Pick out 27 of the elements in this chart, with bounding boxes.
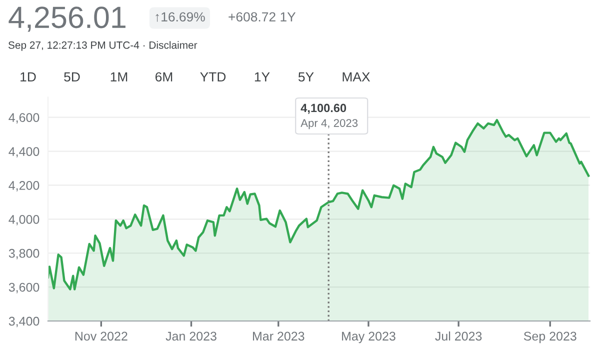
text: 1D: [20, 72, 36, 82]
x-tick-label: May 2023: [342, 332, 396, 344]
x-tick-label: Nov 2022: [75, 332, 128, 341]
y-tick-label: 3,600: [8, 282, 40, 294]
annotation: Apr 4, 2023: [300, 119, 358, 130]
text: 1Y: [254, 72, 270, 82]
chart-title: 4,256.01: [8, 6, 126, 32]
y-tick-label: 4,000: [8, 214, 40, 226]
text: 5D: [64, 72, 80, 82]
text: +608.72 1Y: [228, 12, 296, 22]
annotation: 4,100.60: [300, 104, 346, 114]
text: MAX: [342, 72, 370, 82]
text: ↑16.69%: [156, 12, 205, 22]
y-tick-label: 3,400: [8, 316, 40, 328]
text: 6M: [156, 72, 172, 82]
y-tick-label: 4,400: [8, 147, 40, 158]
text: 5Y: [298, 72, 314, 82]
x-tick-label: Jan 2023: [166, 332, 216, 341]
chart-subtitle: Sep 27, 12:27:13 PM UTC-4 · Disclaimer: [8, 41, 198, 51]
y-tick-label: 3,800: [8, 248, 40, 260]
x-tick-label: Jul 2023: [435, 331, 482, 341]
x-tick-label: Mar 2023: [253, 332, 304, 341]
x-tick-label: Sep 2023: [524, 332, 576, 344]
text: 1M: [110, 72, 128, 82]
y-tick-label: 4,600: [8, 113, 40, 124]
text: YTD: [200, 72, 226, 82]
y-tick-label: 4,200: [8, 181, 40, 192]
